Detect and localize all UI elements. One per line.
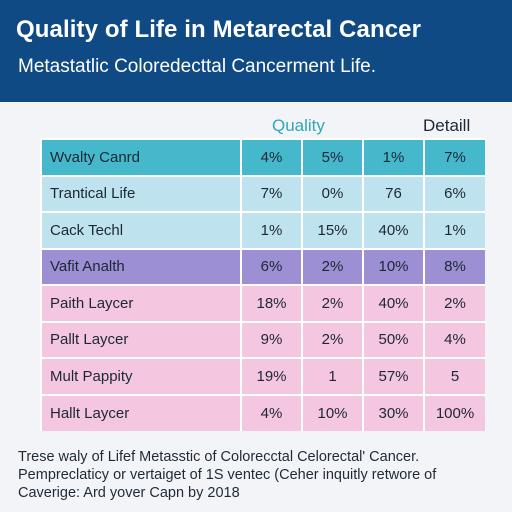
table-row: Mult Pappity 19% 1 57% 5 [40,357,485,395]
column-header-quality: Quality [272,116,325,135]
data-cell: 40% [362,211,424,249]
page-title: Quality of Life in Metarectal Cancer [16,16,422,43]
data-cell: 18% [240,284,302,322]
table-row: Pallt Laycer 9% 2% 50% 4% [40,320,485,358]
data-cell: 10% [301,393,363,431]
row-label: Pallt Laycer [40,320,241,358]
data-cell: 2% [423,284,485,322]
data-cell: 2% [301,247,363,285]
data-cell: 15% [301,211,363,249]
data-cell: 4% [423,320,485,358]
row-label: Mult Pappity [40,357,241,395]
table-row: Paith Laycer 18% 2% 40% 2% [40,284,485,322]
column-headers: Quality Detaill [0,112,512,140]
data-cell: 2% [301,284,363,322]
data-cell: 0% [301,174,363,212]
table-row: Cack Techl 1% 15% 40% 1% [40,211,485,249]
data-cell: 1% [362,138,424,176]
page-subtitle: Metastatlic Coloredecttal Cancerment Lif… [18,56,376,77]
data-cell: 50% [362,320,424,358]
row-label: Hallt Laycer [40,393,241,431]
header-banner: Quality of Life in Metarectal Cancer Met… [0,0,512,102]
data-cell: 6% [423,174,485,212]
data-cell: 2% [301,320,363,358]
row-label: Wvalty Canrd [40,138,241,176]
footer-line: Caverige: Ard yover Capn by 2018 [18,485,240,501]
footer-line: Pempreclaticy or vertaiget of 1S ventec … [18,467,437,483]
data-cell: 30% [362,393,424,431]
data-cell: 57% [362,357,424,395]
footer-line: Trese waly of Lifef Metasstic of Colorec… [18,449,420,465]
data-cell: 4% [240,138,302,176]
column-header-detail: Detaill [423,116,471,135]
data-cell: 1 [301,357,363,395]
table-row: Vafit Analth 6% 2% 10% 8% [40,247,485,285]
footer-note: Trese waly of Lifef Metasstic of Colorec… [18,448,498,502]
data-cell: 40% [362,284,424,322]
table-row: Hallt Laycer 4% 10% 30% 100% [40,393,485,431]
row-label: Trantical Life [40,174,241,212]
quality-table: Wvalty Canrd 4% 5% 1% 7% Trantical Life 7% 0% 76… [40,138,485,431]
data-cell: 76 [362,174,424,212]
data-cell: 8% [423,247,485,285]
row-label: Vafit Analth [40,247,241,285]
data-cell: 6% [240,247,302,285]
row-label: Cack Techl [40,211,241,249]
data-cell: 7% [240,174,302,212]
data-cell: 5% [301,138,363,176]
data-cell: 4% [240,393,302,431]
table-row: Trantical Life 7% 0% 76 6% [40,174,485,212]
data-cell: 1% [423,211,485,249]
data-cell: 100% [423,393,485,431]
data-cell: 9% [240,320,302,358]
data-cell: 19% [240,357,302,395]
data-cell: 1% [240,211,302,249]
data-cell: 5 [423,357,485,395]
table-row: Wvalty Canrd 4% 5% 1% 7% [40,138,485,176]
data-cell: 7% [423,138,485,176]
row-label: Paith Laycer [40,284,241,322]
data-cell: 10% [362,247,424,285]
